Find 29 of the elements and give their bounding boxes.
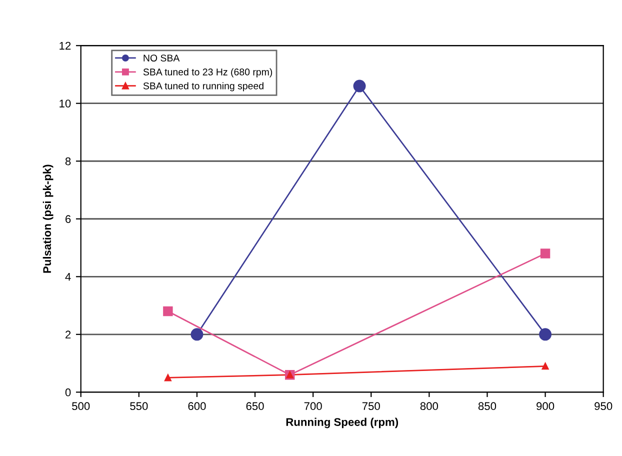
legend-label: NO SBA — [144, 54, 180, 62]
y-tick-label: 10 — [60, 100, 71, 108]
x-tick-label: 900 — [536, 402, 554, 410]
y-tick-label: 8 — [65, 157, 71, 166]
x-axis-title: Running Speed (rpm) — [286, 418, 398, 428]
x-tick-label: 800 — [420, 402, 438, 410]
point — [353, 80, 366, 92]
x-tick-label: 500 — [72, 402, 90, 410]
x-tick-label: 950 — [594, 402, 612, 410]
y-tick-label: 12 — [60, 42, 71, 50]
legend-label: SBA tuned to running speed — [143, 82, 264, 92]
x-tick-label: 650 — [246, 402, 264, 410]
y-tick-label: 4 — [65, 273, 71, 281]
x-tick-label: 550 — [130, 402, 148, 410]
point — [539, 328, 552, 341]
point — [163, 306, 173, 316]
point — [164, 374, 172, 382]
x-tick-label: 850 — [478, 402, 496, 410]
x-tick-label: 700 — [304, 402, 322, 410]
point — [542, 362, 549, 370]
y-tick-label: 6 — [66, 215, 71, 224]
x-tick-label: 750 — [362, 402, 380, 410]
y-axis-title: Pulsation (psi pk-pk) — [42, 164, 54, 273]
point — [190, 328, 204, 341]
y-tick-label: 2 — [66, 330, 71, 338]
legend-label: SBA tuned to 23 Hz (680 rpm) — [143, 68, 272, 78]
point — [540, 248, 550, 258]
x-tick-label: 600 — [188, 402, 206, 410]
y-tick-label: 0 — [65, 388, 71, 396]
